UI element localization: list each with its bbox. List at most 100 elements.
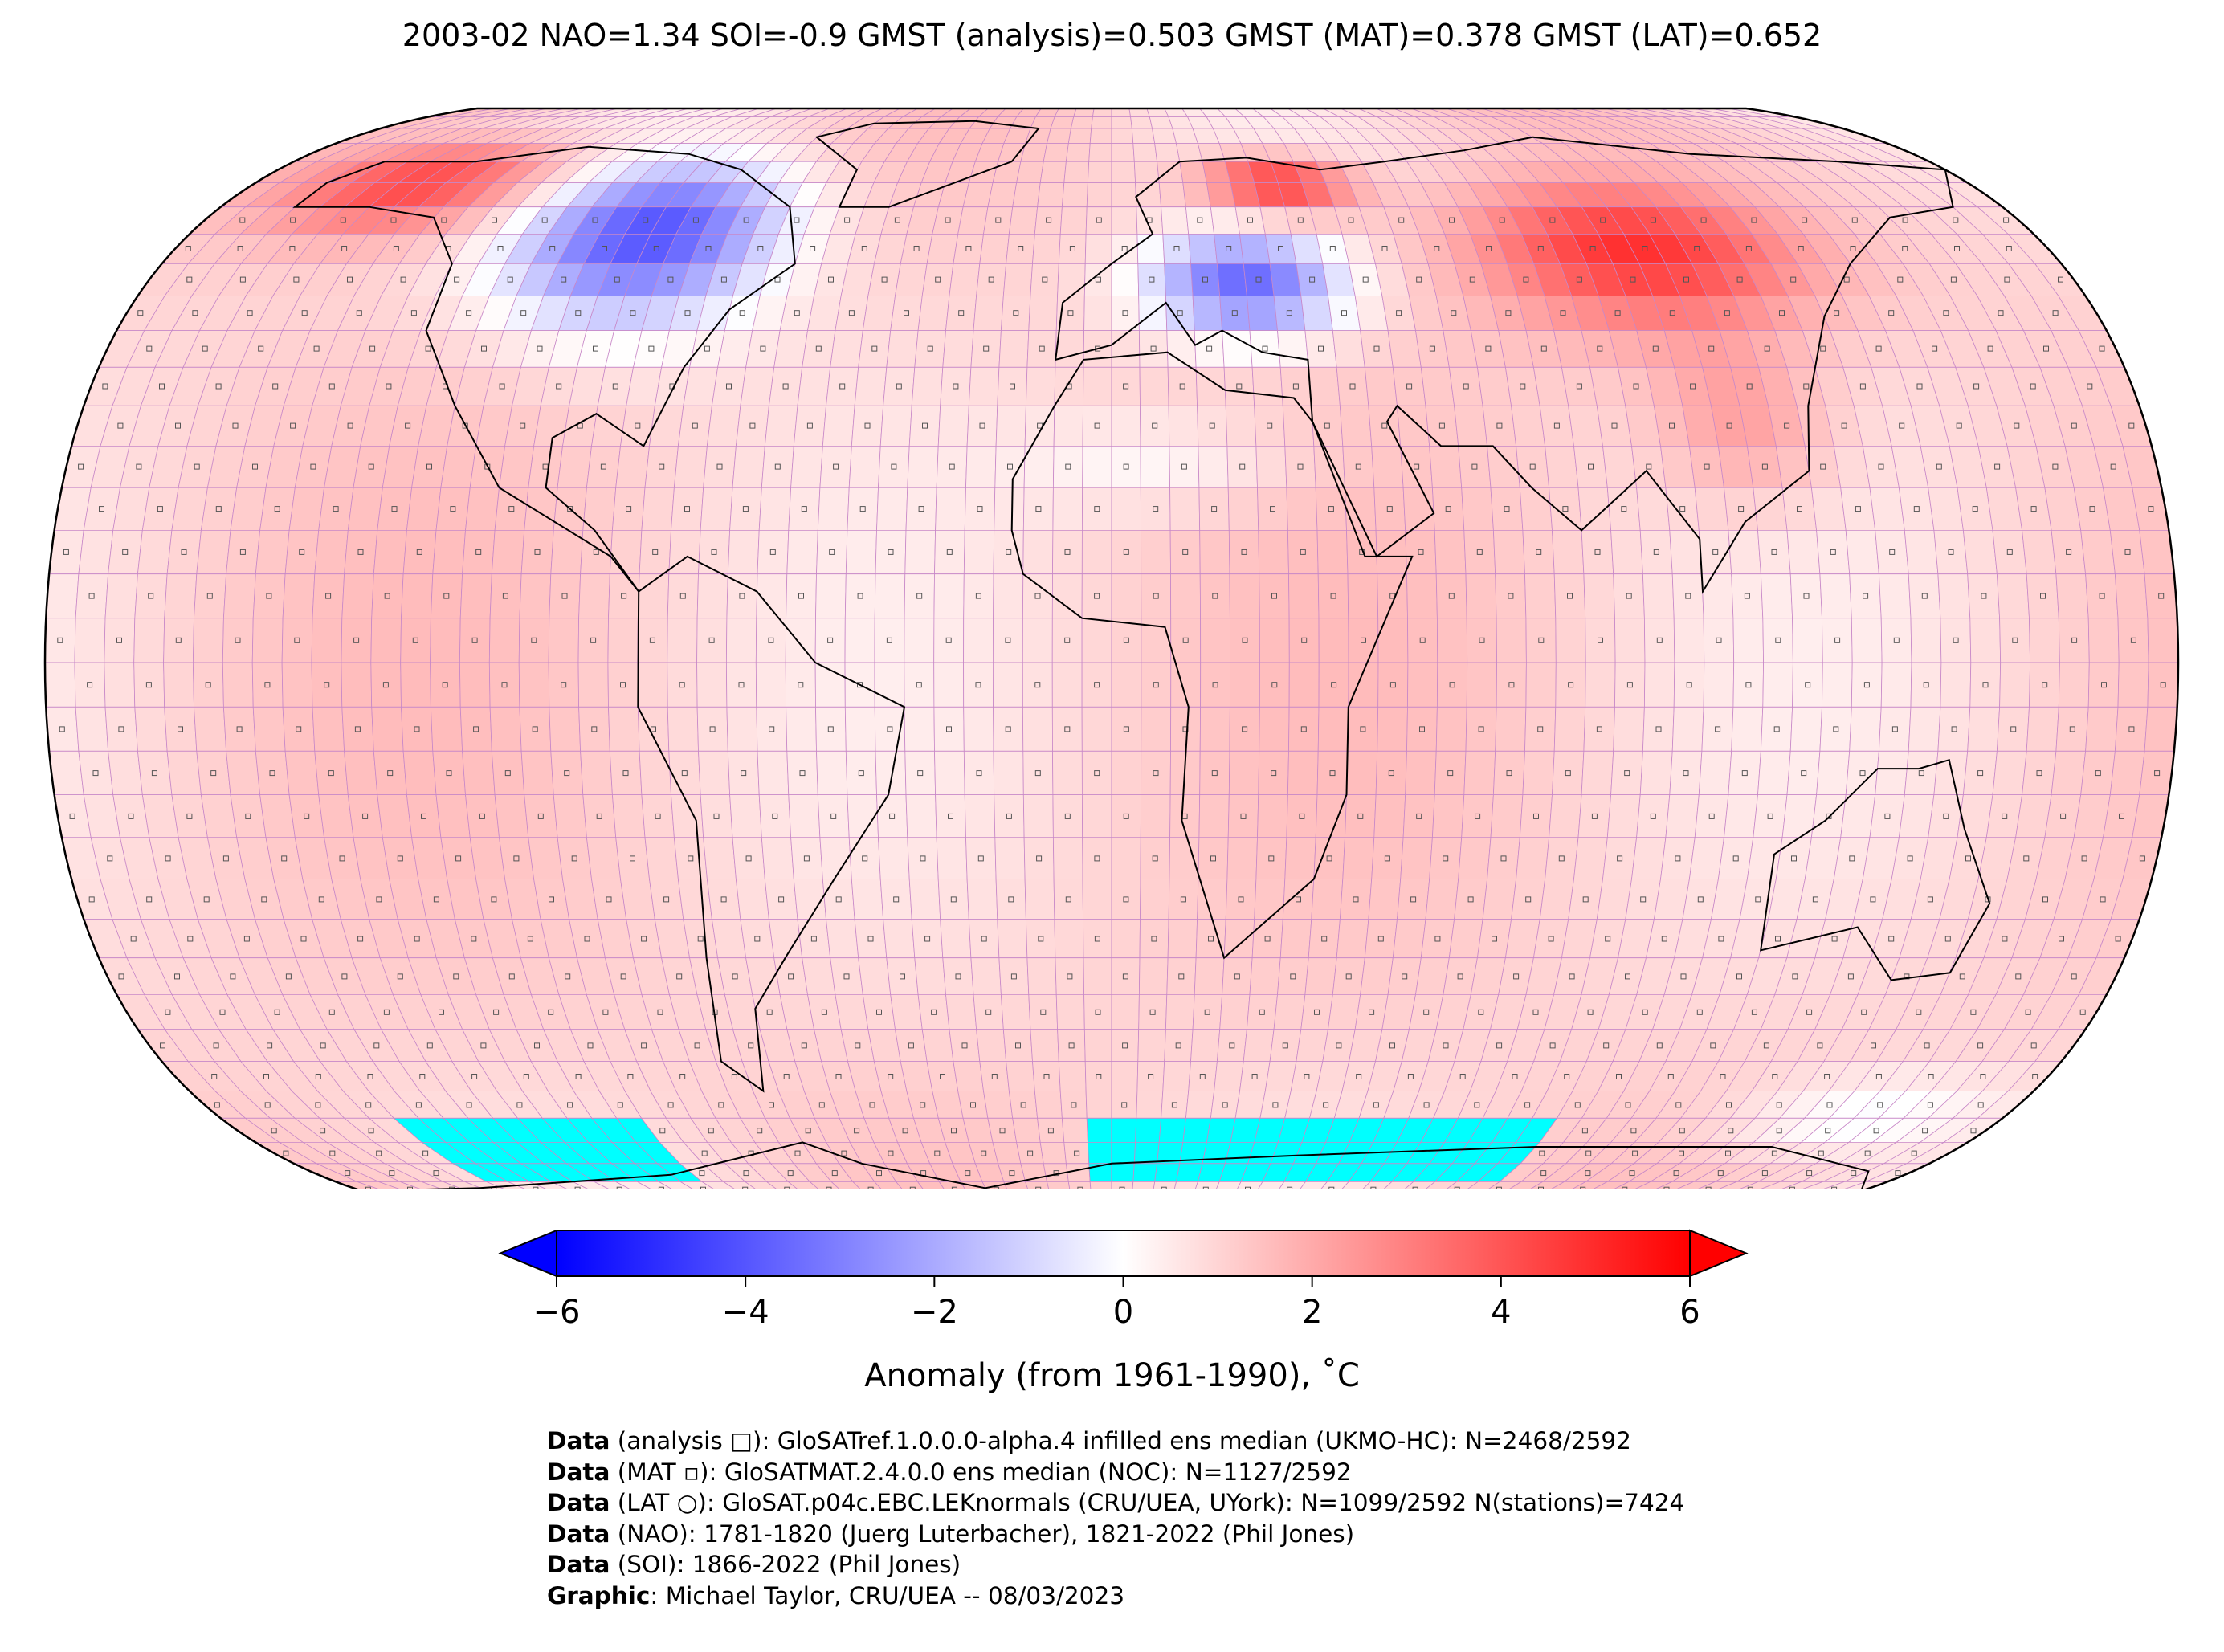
- analysis-marker: [643, 217, 649, 223]
- analysis-marker: [1751, 217, 1757, 223]
- analysis-marker: [1560, 310, 1566, 316]
- analysis-marker: [653, 246, 659, 251]
- analysis-marker: [290, 217, 296, 223]
- analysis-marker: [313, 345, 320, 352]
- analysis-marker: [1537, 246, 1544, 251]
- analysis-marker: [635, 422, 641, 429]
- analysis-marker: [466, 310, 472, 316]
- analysis-marker: [1633, 383, 1639, 390]
- analysis-marker: [425, 345, 431, 352]
- credit-line: Data (MAT ▫): GloSATMAT.2.4.0.0 ens medi…: [547, 1457, 1684, 1488]
- analysis-marker: [839, 383, 846, 390]
- analysis-marker: [1600, 217, 1606, 223]
- analysis-marker: [492, 217, 497, 223]
- analysis-marker: [2030, 383, 2036, 390]
- analysis-marker: [1373, 345, 1380, 352]
- analysis-marker: [1694, 246, 1700, 251]
- analysis-marker: [159, 383, 165, 390]
- analysis-marker: [844, 217, 851, 223]
- analysis-marker: [1341, 310, 1347, 316]
- analysis-marker: [410, 310, 417, 316]
- analysis-marker: [328, 383, 335, 390]
- analysis-marker: [192, 310, 198, 316]
- analysis-marker: [945, 217, 951, 223]
- analysis-marker: [1013, 310, 1019, 316]
- analysis-marker: [1292, 383, 1299, 390]
- analysis-marker: [537, 345, 543, 352]
- analysis-marker: [1179, 383, 1185, 390]
- analysis-marker: [894, 217, 900, 223]
- analysis-marker: [743, 217, 749, 223]
- analysis-marker: [1463, 383, 1469, 390]
- analysis-marker: [520, 422, 526, 429]
- analysis-marker: [237, 246, 243, 251]
- analysis-marker: [806, 422, 813, 429]
- analysis-marker: [1469, 276, 1475, 283]
- analysis-marker: [1630, 276, 1636, 283]
- credit-key: Graphic: [547, 1581, 651, 1609]
- analysis-marker: [1069, 246, 1075, 251]
- analysis-marker: [1329, 246, 1336, 251]
- analysis-marker: [1039, 345, 1045, 352]
- analysis-marker: [1231, 310, 1238, 316]
- analysis-marker: [1614, 310, 1621, 316]
- analysis-marker: [247, 310, 253, 316]
- analysis-marker: [861, 246, 867, 251]
- analysis-marker: [1262, 345, 1268, 352]
- analysis-marker: [1998, 310, 2004, 316]
- analysis-marker: [1429, 345, 1435, 352]
- analysis-marker: [1576, 276, 1582, 283]
- analysis-marker: [289, 246, 296, 251]
- analysis-marker: [1802, 217, 1808, 223]
- credit-line: Data (SOI): 1866-2022 (Phil Jones): [547, 1549, 1684, 1581]
- analysis-marker: [341, 246, 348, 251]
- credit-line: Data (LAT ○): GloSAT.p04c.EBC.LEKnormals…: [547, 1487, 1684, 1519]
- analysis-marker: [1416, 276, 1422, 283]
- analysis-marker: [612, 383, 618, 390]
- analysis-marker: [848, 310, 855, 316]
- analysis-marker: [1690, 383, 1696, 390]
- credit-line: Graphic: Michael Taylor, CRU/UEA -- 08/0…: [547, 1581, 1684, 1612]
- analysis-marker: [347, 276, 353, 283]
- analysis-marker: [896, 383, 902, 390]
- analysis-marker: [1381, 246, 1388, 251]
- analysis-marker: [1348, 217, 1354, 223]
- anomaly-grid: [45, 108, 2178, 1189]
- analysis-marker: [1987, 345, 1993, 352]
- credit-key: Data: [547, 1489, 610, 1517]
- credit-text: (LAT ○): GloSAT.p04c.EBC.LEKnormals (CRU…: [610, 1489, 1685, 1517]
- analysis-marker: [175, 422, 181, 429]
- colorbar-tick-label: 4: [1491, 1294, 1511, 1331]
- analysis-marker: [1018, 246, 1024, 251]
- analysis-marker: [1396, 310, 1402, 316]
- analysis-marker: [1095, 276, 1101, 283]
- analysis-marker: [556, 383, 562, 390]
- analysis-marker: [1318, 345, 1324, 352]
- analysis-marker: [1206, 345, 1213, 352]
- analysis-marker: [441, 217, 447, 223]
- analysis-marker: [815, 345, 822, 352]
- analysis-marker: [1177, 310, 1183, 316]
- analysis-marker: [481, 345, 487, 352]
- analysis-marker: [239, 276, 246, 283]
- analysis-marker: [1349, 383, 1356, 390]
- analysis-marker: [1122, 310, 1128, 316]
- credit-line: Data (analysis □): GloSATref.1.0.0.0-alp…: [547, 1426, 1684, 1457]
- analysis-marker: [1736, 276, 1743, 283]
- analysis-marker: [1859, 383, 1866, 390]
- colorbar-tick-label: −2: [911, 1294, 958, 1331]
- analysis-marker: [1576, 383, 1582, 390]
- analysis-marker: [1398, 217, 1405, 223]
- analysis-marker: [1499, 217, 1505, 223]
- analysis-marker: [720, 276, 727, 283]
- colorbar-gradient: [556, 1230, 1691, 1277]
- analysis-marker: [828, 276, 834, 283]
- analysis-marker: [593, 345, 598, 352]
- analysis-marker: [386, 383, 392, 390]
- analysis-marker: [1746, 383, 1753, 390]
- colorbar: −6 −4 −2 0 2 4 6: [498, 1229, 1749, 1331]
- analysis-marker: [1683, 276, 1689, 283]
- analysis-marker: [810, 246, 816, 251]
- analysis-marker: [1202, 276, 1208, 283]
- analysis-marker: [1362, 276, 1369, 283]
